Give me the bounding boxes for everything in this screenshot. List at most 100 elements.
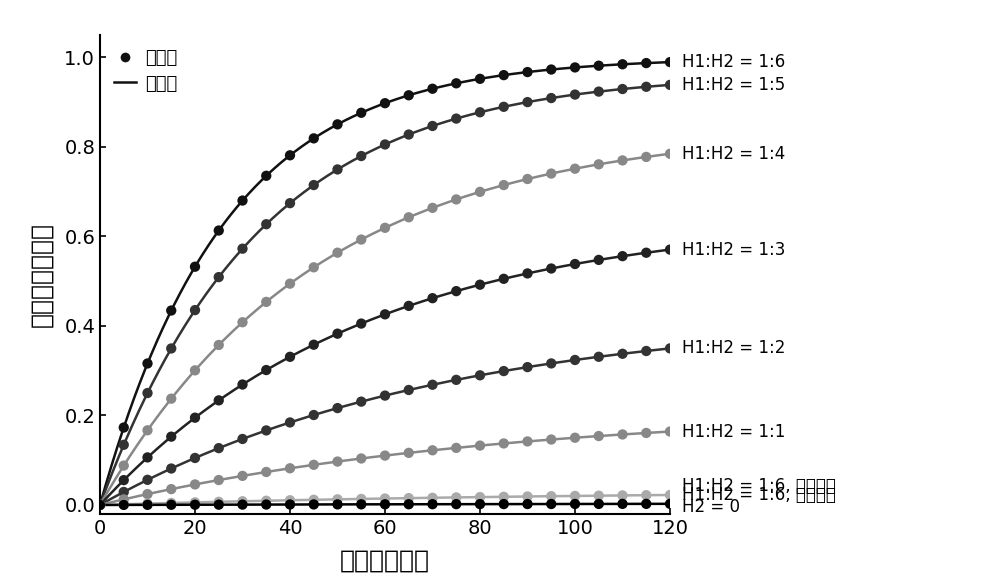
Point <box>614 60 630 69</box>
Point <box>282 199 298 208</box>
Point <box>543 359 559 368</box>
Point <box>282 496 298 505</box>
Point <box>401 130 417 139</box>
Point <box>139 489 156 499</box>
Point <box>424 380 440 390</box>
Text: H1:H2 = 1:1: H1:H2 = 1:1 <box>682 423 785 440</box>
Point <box>472 74 488 84</box>
Point <box>329 495 346 504</box>
Point <box>234 244 250 253</box>
Text: H1:H2 = 1:6, 无目标物: H1:H2 = 1:6, 无目标物 <box>682 477 836 495</box>
Point <box>638 248 654 258</box>
Point <box>496 180 512 190</box>
Point <box>614 84 630 93</box>
Text: H2 = 0: H2 = 0 <box>682 498 740 516</box>
Point <box>424 294 440 303</box>
Point <box>614 499 630 509</box>
Point <box>591 352 607 361</box>
Point <box>614 491 630 500</box>
Point <box>211 497 227 506</box>
Point <box>234 500 250 509</box>
Point <box>116 475 132 485</box>
Point <box>282 151 298 160</box>
Point <box>638 428 654 437</box>
Point <box>92 500 108 510</box>
Point <box>92 500 108 510</box>
Point <box>591 432 607 441</box>
Point <box>306 495 322 505</box>
Point <box>163 344 179 353</box>
Point <box>116 500 132 510</box>
Point <box>353 494 369 503</box>
Legend: 数据点, 模拟线: 数据点, 模拟线 <box>109 44 183 98</box>
Point <box>496 492 512 502</box>
Point <box>306 500 322 509</box>
Point <box>543 499 559 509</box>
Point <box>116 440 132 450</box>
Point <box>163 498 179 507</box>
Point <box>187 413 203 422</box>
Point <box>543 264 559 273</box>
Point <box>306 134 322 143</box>
Point <box>520 437 536 446</box>
Point <box>258 467 274 477</box>
X-axis label: 时间（分钟）: 时间（分钟） <box>340 549 430 573</box>
Point <box>211 500 227 509</box>
Point <box>329 248 346 258</box>
Point <box>496 102 512 112</box>
Point <box>92 500 108 510</box>
Point <box>567 499 583 509</box>
Point <box>401 448 417 457</box>
Point <box>662 149 678 158</box>
Point <box>638 82 654 92</box>
Point <box>567 259 583 269</box>
Point <box>92 500 108 510</box>
Point <box>163 432 179 442</box>
Point <box>401 385 417 395</box>
Point <box>543 492 559 501</box>
Point <box>329 329 346 338</box>
Point <box>567 164 583 173</box>
Point <box>329 500 346 509</box>
Point <box>448 194 464 204</box>
Y-axis label: 标准化荧光信号: 标准化荧光信号 <box>29 222 53 327</box>
Point <box>496 366 512 376</box>
Point <box>234 434 250 444</box>
Point <box>424 446 440 455</box>
Point <box>638 152 654 162</box>
Point <box>496 274 512 283</box>
Point <box>567 491 583 500</box>
Point <box>234 380 250 389</box>
Point <box>377 500 393 509</box>
Point <box>163 306 179 315</box>
Point <box>282 352 298 361</box>
Point <box>258 171 274 180</box>
Point <box>329 457 346 466</box>
Point <box>567 90 583 99</box>
Point <box>638 491 654 500</box>
Point <box>520 175 536 184</box>
Point <box>139 453 156 462</box>
Point <box>448 114 464 123</box>
Point <box>329 120 346 129</box>
Point <box>187 480 203 489</box>
Point <box>448 375 464 384</box>
Point <box>116 461 132 470</box>
Point <box>662 245 678 254</box>
Point <box>211 475 227 485</box>
Point <box>353 151 369 161</box>
Point <box>424 499 440 509</box>
Point <box>591 255 607 265</box>
Point <box>496 439 512 448</box>
Point <box>139 359 156 368</box>
Point <box>401 493 417 503</box>
Point <box>258 297 274 307</box>
Point <box>116 423 132 432</box>
Point <box>234 496 250 506</box>
Point <box>401 301 417 311</box>
Point <box>353 235 369 244</box>
Point <box>377 310 393 319</box>
Point <box>472 499 488 509</box>
Point <box>306 411 322 420</box>
Point <box>116 487 132 496</box>
